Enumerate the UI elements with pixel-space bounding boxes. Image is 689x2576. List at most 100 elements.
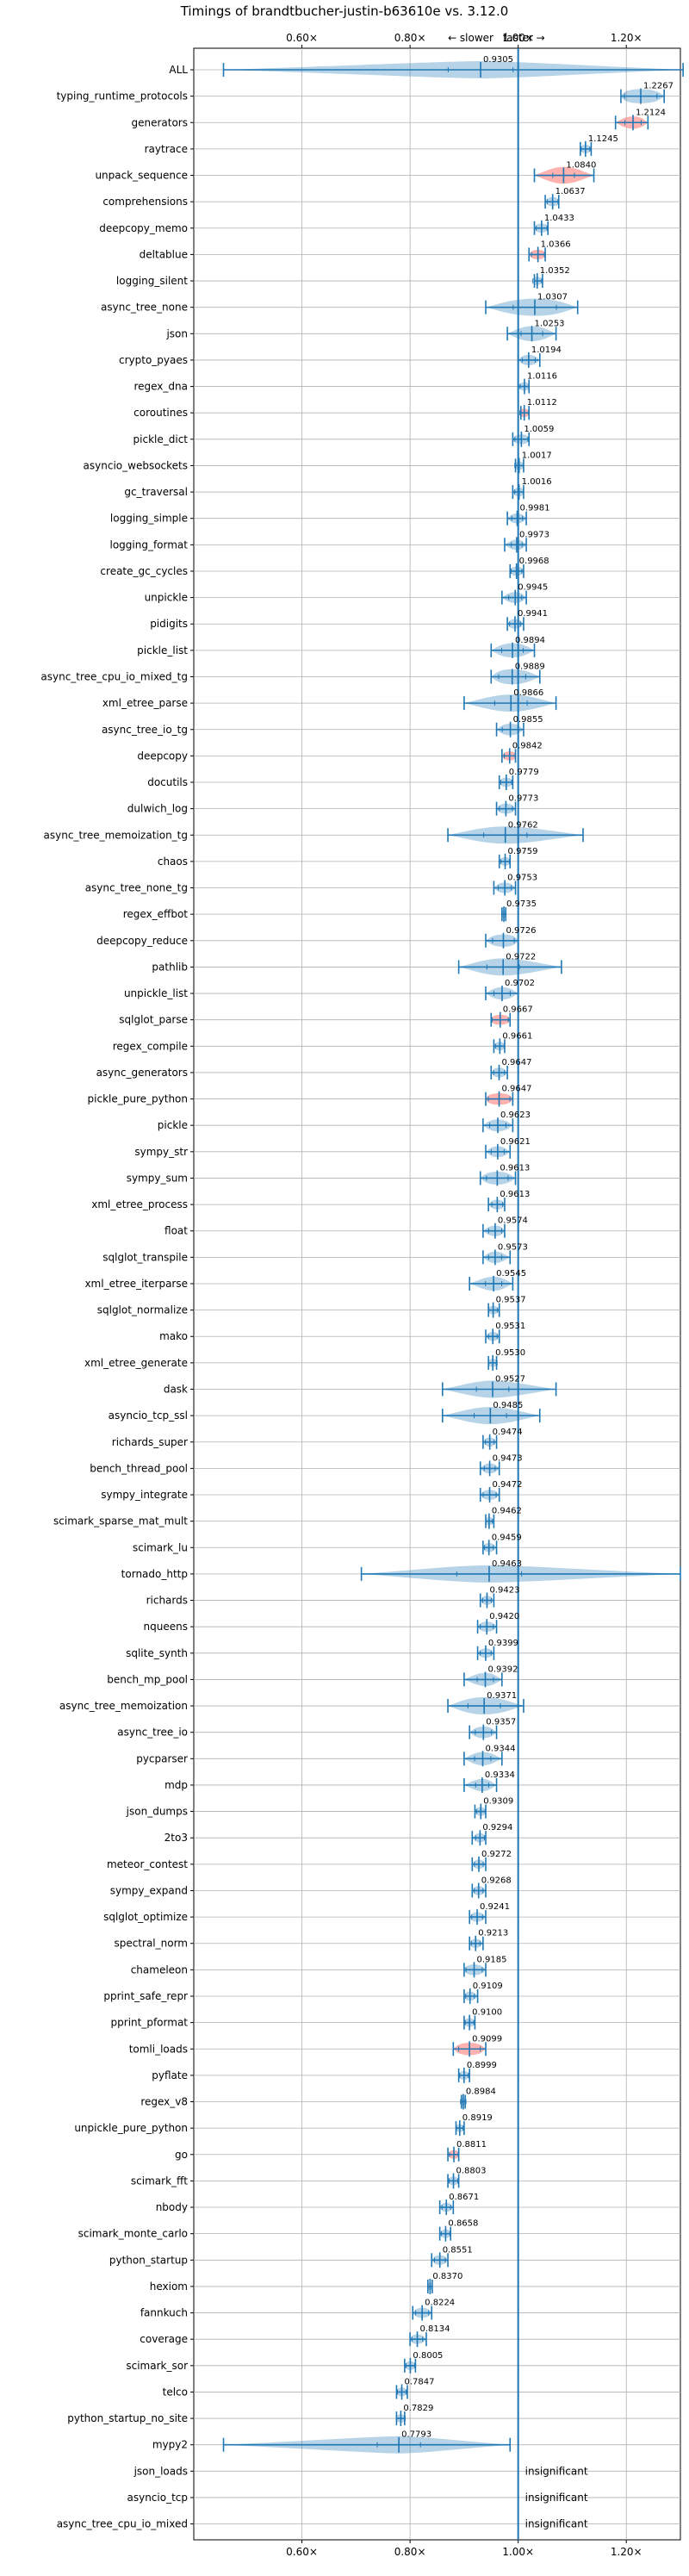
y-tick-label: bench_thread_pool	[90, 1462, 188, 1474]
benchmark-row: 0.7829	[395, 2404, 433, 2427]
y-tick-label: chaos	[158, 856, 188, 868]
benchmark-row: 0.9661	[493, 1031, 532, 1055]
benchmark-row: 1.2124	[614, 108, 666, 131]
y-tick-label: pprint_safe_repr	[103, 1990, 188, 2002]
benchmark-row: 0.9109	[463, 1982, 503, 2004]
benchmark-row: 0.9213	[469, 1929, 508, 1951]
value-label: 0.9463	[492, 1559, 522, 1569]
y-tick-label: sympy_sum	[127, 1172, 188, 1184]
benchmark-row: 0.9779	[498, 768, 539, 791]
benchmark-row: 0.9537	[487, 1296, 526, 1318]
value-label: 0.9894	[515, 636, 545, 645]
value-label: 0.9309	[483, 1797, 513, 1807]
benchmark-row: 0.8984	[460, 2088, 496, 2110]
benchmark-row: 0.9399	[476, 1639, 518, 1661]
value-label: 0.9945	[518, 583, 548, 593]
y-tick-label: pycparser	[136, 1752, 188, 1764]
value-label: 1.0433	[544, 214, 574, 223]
benchmark-row: 0.8224	[412, 2299, 455, 2321]
y-tick-label: go	[175, 2149, 188, 2161]
value-label: 0.8919	[462, 2113, 493, 2123]
y-tick-label: dulwich_log	[127, 803, 188, 815]
y-tick-label: scimark_lu	[133, 1541, 188, 1553]
benchmark-row: 0.9357	[469, 1718, 516, 1740]
value-label: 0.9647	[502, 1085, 532, 1094]
x-tick-label-bottom: 1.20×	[611, 2546, 642, 2558]
y-tick-label: xml_etree_generate	[84, 1357, 188, 1369]
value-label: 1.0194	[531, 345, 562, 355]
benchmark-row: 0.8658	[438, 2219, 478, 2242]
value-label: 0.8551	[443, 2245, 473, 2255]
value-label: 1.1245	[588, 134, 618, 144]
y-tick-label: sqlglot_normalize	[97, 1304, 188, 1316]
value-label: 1.0017	[522, 451, 552, 460]
value-label: 0.9573	[498, 1242, 528, 1252]
value-label: 0.9531	[495, 1322, 525, 1331]
benchmark-row: 0.9459	[482, 1533, 522, 1556]
value-label: 0.9889	[515, 662, 545, 671]
value-label: 1.0059	[524, 425, 554, 434]
y-tick-label: unpickle_pure_python	[74, 2122, 188, 2134]
y-tick-label: pidigits	[150, 618, 188, 630]
benchmark-row: 0.9623	[482, 1111, 531, 1134]
y-tick-label: sympy_expand	[110, 1884, 188, 1896]
benchmark-row: 0.9945	[501, 583, 548, 606]
y-tick-label: scimark_sor	[126, 2360, 188, 2372]
value-label: 1.0116	[527, 372, 557, 382]
benchmark-row: 0.9889	[490, 662, 545, 685]
value-label: 0.8005	[413, 2351, 443, 2361]
value-label: 0.9973	[519, 530, 549, 539]
value-label: 1.0637	[556, 187, 586, 196]
benchmark-row: 1.0194	[517, 345, 562, 368]
value-label: 0.9702	[505, 979, 535, 988]
value-label: 0.9623	[500, 1111, 531, 1120]
benchmark-row: 0.8811	[447, 2140, 487, 2162]
y-tick-label: coverage	[140, 2333, 188, 2345]
benchmark-row: 0.9894	[490, 636, 545, 658]
y-tick-label: unpack_sequence	[95, 170, 188, 182]
y-tick-label: json_dumps	[126, 1806, 188, 1818]
y-tick-label: async_generators	[96, 1067, 188, 1079]
benchmark-row: 1.0253	[506, 319, 565, 342]
y-tick-label: docutils	[147, 776, 188, 788]
value-label: 0.8999	[467, 2061, 497, 2070]
benchmark-row: 0.9667	[490, 1005, 533, 1028]
y-tick-label: comprehensions	[102, 196, 188, 208]
benchmark-row: 0.9530	[487, 1348, 525, 1371]
y-tick-label: hexiom	[150, 2280, 188, 2293]
y-tick-label: regex_compile	[113, 1040, 188, 1052]
value-label: 0.7829	[403, 2404, 433, 2413]
value-label: 0.8370	[432, 2272, 462, 2281]
value-label: 0.9099	[472, 2034, 502, 2044]
y-tick-label: crypto_pyaes	[119, 354, 188, 366]
value-label: 0.9726	[506, 926, 536, 936]
benchmark-row: 0.9272	[471, 1850, 512, 1872]
value-label: 0.8671	[449, 2193, 479, 2202]
y-tick-label: coroutines	[133, 407, 188, 419]
y-tick-label: logging_format	[109, 538, 188, 551]
value-label: 0.9459	[492, 1533, 522, 1542]
value-label: 1.0253	[535, 319, 565, 328]
plot-frame	[193, 47, 681, 2541]
benchmark-row: 0.9309	[474, 1797, 513, 1820]
benchmark-row: 0.8005	[404, 2351, 443, 2374]
benchmark-row: 0.9842	[501, 741, 543, 764]
y-tick-label: richards	[146, 1595, 188, 1607]
y-tick-label: scimark_monte_carlo	[78, 2228, 188, 2240]
value-label: 0.9621	[500, 1137, 531, 1147]
value-label: 0.9462	[492, 1507, 522, 1516]
benchmark-row: 0.9099	[452, 2034, 502, 2057]
insignificant-label: insignificant	[525, 2465, 588, 2477]
value-label: 0.9399	[488, 1639, 518, 1648]
y-tick-label: logging_silent	[116, 275, 188, 287]
y-tick-label: async_tree_memoization	[59, 1700, 188, 1712]
y-tick-label: tomli_loads	[129, 2043, 188, 2055]
benchmark-row: 0.9420	[476, 1612, 519, 1635]
benchmark-row: 1.0016	[512, 477, 552, 501]
benchmark-row: 0.9334	[463, 1770, 515, 1793]
y-tick-label: async_tree_io	[117, 1727, 188, 1739]
value-label: 0.9613	[500, 1190, 530, 1199]
value-label: 0.9357	[486, 1718, 516, 1727]
value-label: 0.9185	[477, 1955, 507, 1964]
y-tick-label: chameleon	[131, 1963, 188, 1976]
